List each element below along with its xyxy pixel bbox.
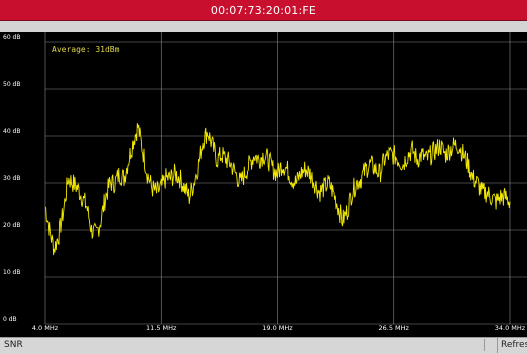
signal-trace xyxy=(44,123,511,256)
x-tick-label: 4.0 MHz xyxy=(32,324,59,332)
y-tick-label: 40 dB xyxy=(3,128,20,135)
window-title: 00:07:73:20:01:FE xyxy=(210,4,317,17)
chart-ticks: 60 dB 50 dB 40 dB 30 dB 20 dB 10 dB 0 dB 4.0 MH… xyxy=(3,34,526,332)
y-tick-label: 60 dB xyxy=(3,34,20,41)
y-tick-label: 0 dB xyxy=(3,316,17,323)
x-tick-label: 19.0 MHz xyxy=(262,324,293,332)
chart-grid xyxy=(44,32,527,325)
snr-chart: 60 dB 50 dB 40 dB 30 dB 20 dB 10 dB 0 dB 4.0 MH… xyxy=(0,32,527,337)
x-tick-label: 11.5 MHz xyxy=(146,324,177,332)
y-tick-label: 20 dB xyxy=(3,222,20,229)
chart-svg: 60 dB 50 dB 40 dB 30 dB 20 dB 10 dB 0 dB 4.0 MH… xyxy=(3,32,527,332)
y-tick-label: 10 dB xyxy=(3,269,20,276)
x-tick-label: 26.5 MHz xyxy=(379,324,410,332)
window-title-bar: 00:07:73:20:01:FE xyxy=(0,0,527,21)
y-tick-label: 30 dB xyxy=(3,175,20,182)
refresh-button[interactable]: Refresh xyxy=(497,338,527,353)
average-label: Average: 31dBm xyxy=(52,45,120,54)
x-tick-label: 34.0 MHz xyxy=(495,324,526,332)
status-separator xyxy=(484,339,493,351)
y-tick-label: 50 dB xyxy=(3,81,20,88)
status-bar: SNR Refresh xyxy=(0,337,527,354)
status-label: SNR xyxy=(4,340,23,350)
